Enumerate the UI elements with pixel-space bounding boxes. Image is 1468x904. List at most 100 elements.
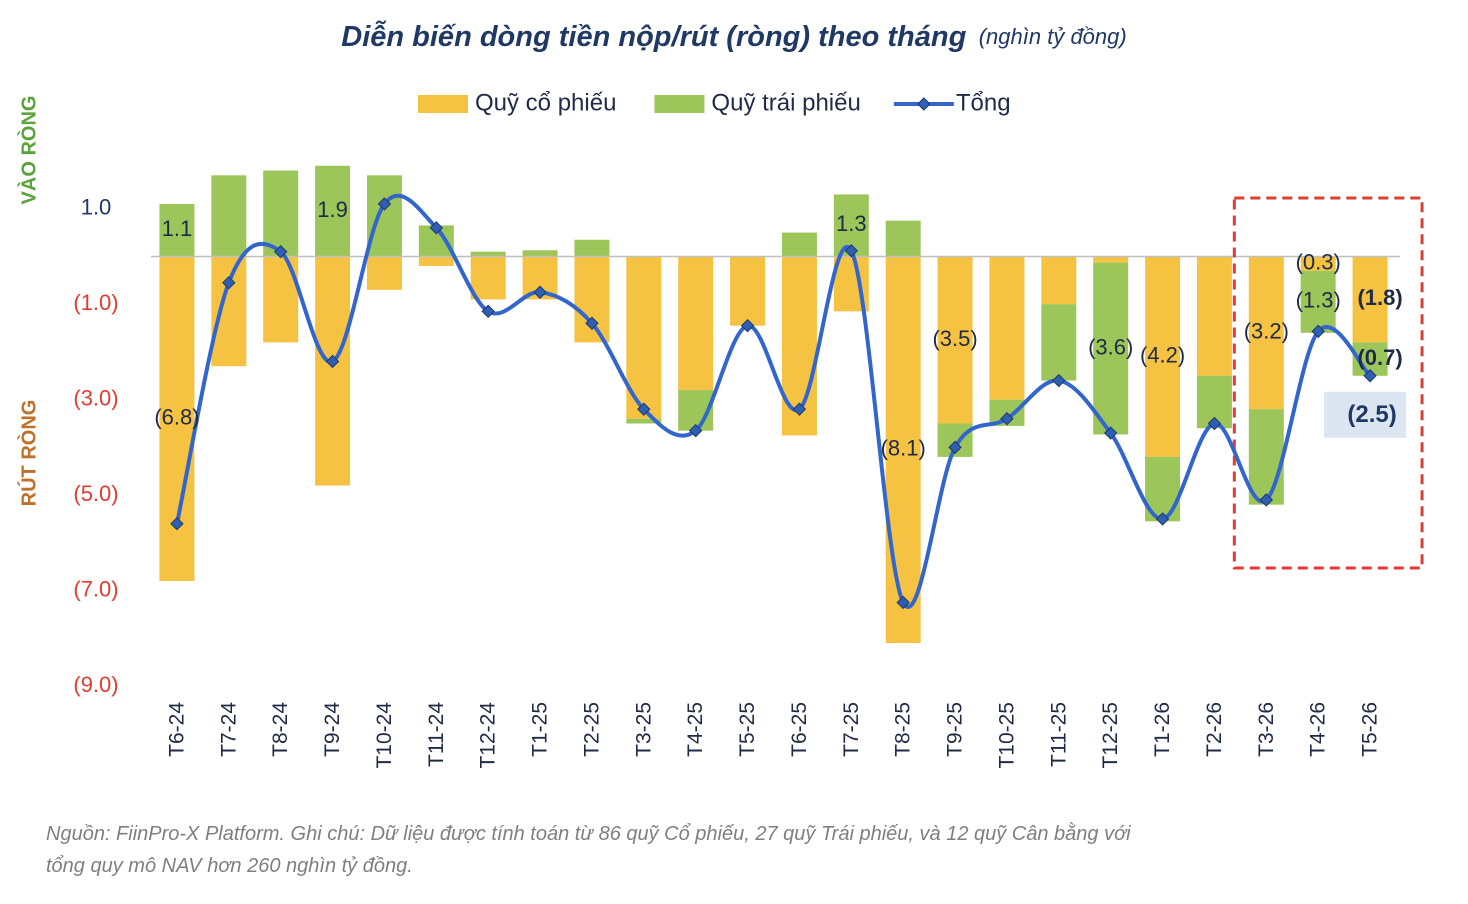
bar bbox=[470, 256, 506, 300]
y-tick-label: (1.0) bbox=[73, 290, 118, 315]
x-tick-label: T6-25 bbox=[788, 702, 811, 757]
legend-swatch bbox=[654, 95, 705, 113]
line-marker bbox=[1207, 416, 1222, 431]
line-marker bbox=[325, 354, 340, 369]
data-label: 1.1 bbox=[162, 216, 193, 241]
x-tick-label: T1-25 bbox=[529, 702, 552, 757]
x-tick-label: T10-25 bbox=[995, 702, 1018, 769]
legend-label: Quỹ trái phiếu bbox=[711, 89, 860, 116]
bar bbox=[1352, 256, 1388, 343]
source-note: Nguồn: FiinPro-X Platform. Ghi chú: Dữ l… bbox=[46, 818, 1366, 882]
page: {"chart_data": { "type": "bar", "title":… bbox=[16, 18, 1424, 877]
x-tick-label: T8-25 bbox=[892, 702, 915, 757]
line-marker bbox=[1363, 369, 1377, 383]
x-tick-label: T7-24 bbox=[217, 702, 240, 757]
bar bbox=[315, 256, 351, 486]
data-label: 1.9 bbox=[317, 197, 348, 222]
line-marker bbox=[1052, 373, 1066, 388]
line-marker bbox=[222, 275, 236, 290]
bar bbox=[885, 256, 921, 644]
bar bbox=[366, 175, 402, 257]
bar bbox=[366, 256, 402, 290]
x-tick-label: T3-26 bbox=[1255, 702, 1278, 757]
bar bbox=[1196, 256, 1232, 376]
line-marker bbox=[1259, 493, 1274, 507]
line-marker bbox=[1000, 412, 1014, 426]
line-marker bbox=[1155, 512, 1170, 526]
data-label: (0.7) bbox=[1357, 345, 1402, 370]
line-marker bbox=[688, 423, 703, 438]
line-marker bbox=[377, 197, 392, 211]
x-tick-label: T11-25 bbox=[1047, 702, 1070, 767]
line-marker bbox=[481, 304, 495, 319]
bar bbox=[470, 251, 506, 257]
chart: Diễn biến dòng tiền nộp/rút (ròng) theo … bbox=[16, 19, 1424, 769]
bar bbox=[1093, 262, 1129, 435]
highlight-box bbox=[1232, 196, 1424, 570]
bar bbox=[1041, 256, 1077, 305]
data-label: (8.1) bbox=[881, 436, 926, 461]
legend-label: Quỹ cổ phiếu bbox=[475, 89, 616, 116]
bar bbox=[522, 250, 558, 257]
bar bbox=[211, 256, 247, 367]
legend-marker bbox=[917, 97, 931, 111]
line-marker bbox=[585, 316, 599, 330]
y-tick-label: 1.0 bbox=[81, 195, 112, 220]
label-box bbox=[1324, 391, 1407, 438]
bar bbox=[1300, 270, 1336, 333]
line-marker bbox=[792, 402, 807, 416]
x-tick-label: T3-25 bbox=[632, 702, 655, 757]
y-tick-label: (5.0) bbox=[73, 481, 118, 506]
x-tick-label: T10-24 bbox=[373, 702, 396, 769]
bar bbox=[1248, 256, 1284, 410]
bar bbox=[885, 220, 921, 257]
data-label: 1.3 bbox=[836, 211, 867, 236]
bar bbox=[159, 203, 195, 257]
x-tick-label: T1-26 bbox=[1151, 702, 1174, 757]
y-tick-label: (7.0) bbox=[73, 576, 118, 601]
chart-subtitle: (nghìn tỷ đồng) bbox=[979, 24, 1127, 49]
x-tick-label: T8-24 bbox=[269, 702, 292, 757]
line-marker bbox=[896, 595, 910, 610]
x-tick-label: T9-25 bbox=[944, 702, 967, 757]
bar bbox=[574, 239, 610, 257]
bar bbox=[211, 175, 247, 257]
note-line: tổng quy mô NAV hơn 260 nghìn tỷ đồng. bbox=[46, 855, 413, 877]
bar bbox=[937, 256, 973, 424]
bar bbox=[1145, 256, 1181, 457]
line-marker bbox=[429, 221, 444, 235]
data-label: (1.3) bbox=[1296, 288, 1341, 313]
note-line: Nguồn: FiinPro-X Platform. Ghi chú: Dữ l… bbox=[46, 823, 1131, 845]
line-marker bbox=[844, 244, 859, 258]
x-tick-label: T12-25 bbox=[1099, 702, 1122, 769]
bar bbox=[730, 256, 766, 326]
chart-title-group: Diễn biến dòng tiền nộp/rút (ròng) theo … bbox=[341, 19, 1126, 53]
bar bbox=[781, 232, 817, 257]
bar bbox=[315, 165, 351, 257]
data-label: (3.6) bbox=[1088, 334, 1133, 359]
x-tick-label: T5-26 bbox=[1359, 702, 1382, 757]
data-label: (6.8) bbox=[154, 405, 199, 430]
x-tick-label: T5-25 bbox=[736, 702, 759, 757]
x-tick-label: T4-25 bbox=[684, 702, 707, 757]
bar bbox=[1041, 304, 1077, 381]
line-marker bbox=[948, 440, 962, 455]
y-label-top: VÀO RÒNG bbox=[16, 96, 40, 205]
x-tick-label: T11-24 bbox=[425, 702, 448, 767]
line-marker bbox=[637, 402, 651, 416]
data-label: (0.3) bbox=[1296, 249, 1341, 274]
data-label: (3.5) bbox=[932, 326, 977, 351]
data-label: (2.5) bbox=[1347, 401, 1396, 428]
x-tick-label: T6-24 bbox=[165, 702, 188, 757]
y-label-bottom: RÚT RÒNG bbox=[16, 400, 40, 507]
x-tick-label: T9-24 bbox=[321, 702, 344, 757]
bar bbox=[626, 418, 662, 424]
data-label: (3.2) bbox=[1244, 319, 1289, 344]
bar bbox=[678, 256, 714, 391]
y-tick-label: (3.0) bbox=[73, 385, 118, 410]
y-tick-label: (9.0) bbox=[73, 672, 118, 697]
data-label: (4.2) bbox=[1140, 342, 1185, 367]
line-marker bbox=[170, 517, 184, 531]
legend-label: Tổng bbox=[956, 89, 1011, 116]
total-line bbox=[174, 193, 1372, 609]
